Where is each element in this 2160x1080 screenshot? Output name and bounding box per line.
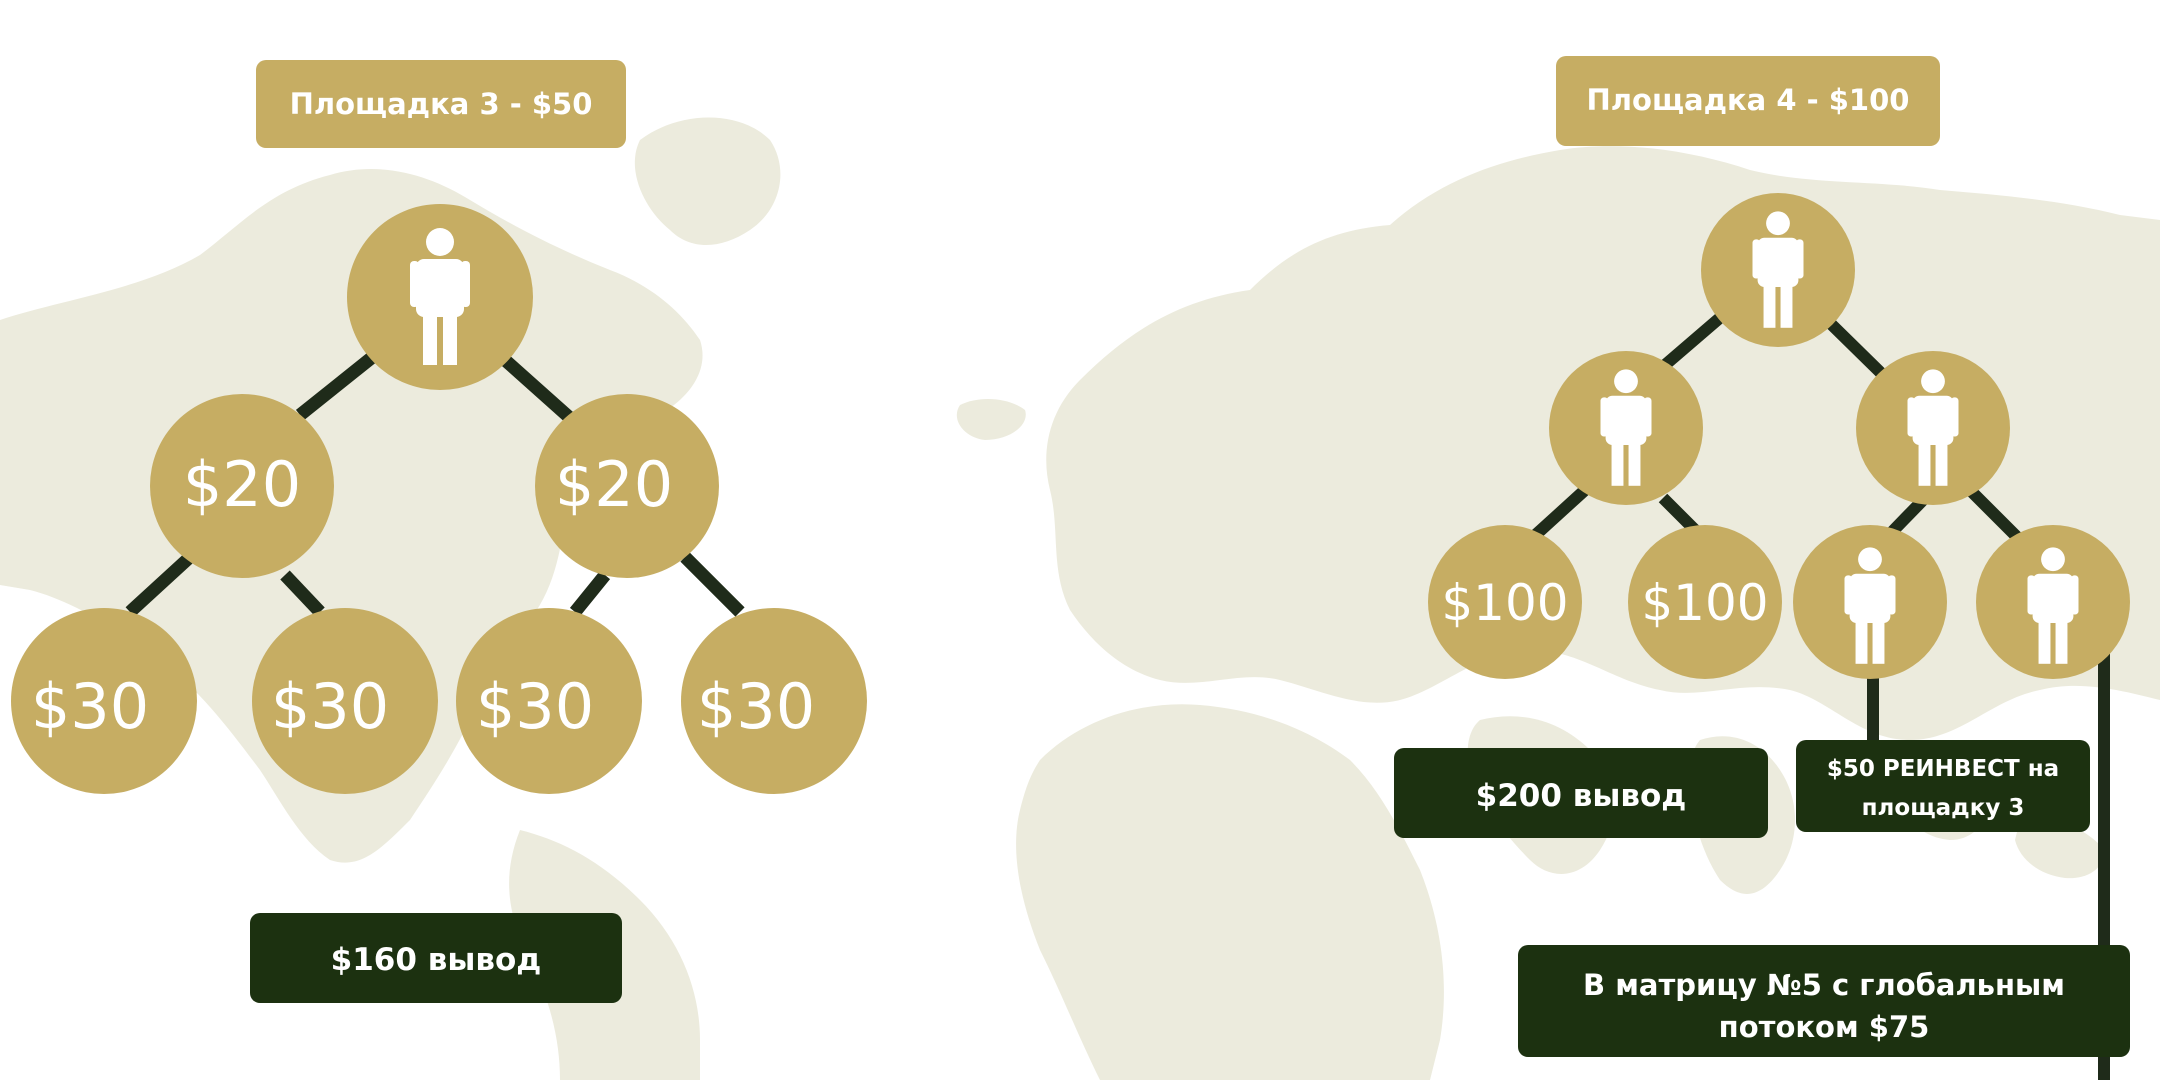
connector <box>569 570 611 617</box>
left-title-tag: Площадка 3 - $50 <box>256 60 626 148</box>
right-title: Площадка 4 - $100 <box>1587 83 1910 117</box>
global-matrix-box: В матрицу №5 с глобальным потоком $75 <box>1518 945 2130 1057</box>
connector <box>1885 493 1930 539</box>
node-value: $100 <box>1641 574 1768 632</box>
global-line-1: В матрицу №5 с глобальным <box>1583 968 2065 1002</box>
reinvest-box: $50 РЕИНВЕСТ на площадку 3 <box>1796 740 2090 832</box>
global-line-2: потоком $75 <box>1719 1010 1930 1044</box>
left-connectors <box>125 349 745 617</box>
person-icon <box>1600 369 1652 486</box>
right-level3-node: $100 <box>1628 525 1782 679</box>
person-icon <box>1844 547 1896 664</box>
right-level3-node <box>1793 525 1947 679</box>
person-icon <box>2027 547 2079 664</box>
right-level3-node: $100 <box>1428 525 1582 679</box>
node-value: $30 <box>31 670 149 743</box>
person-icon <box>1907 369 1959 486</box>
right-withdraw-label: $200 вывод <box>1476 778 1687 814</box>
left-title: Площадка 3 - $50 <box>290 87 593 121</box>
person-icon <box>410 228 470 365</box>
left-level2-node: $20 <box>150 394 334 578</box>
node-value: $30 <box>697 670 815 743</box>
right-level3-node <box>1976 525 2130 679</box>
right-tree: Площадка 4 - $100 <box>1394 56 2130 1080</box>
reinvest-line-1: $50 РЕИНВЕСТ на <box>1827 756 2059 782</box>
reinvest-line-2: площадку 3 <box>1862 795 2025 821</box>
connector <box>1825 318 1888 380</box>
left-level3-node: $30 <box>456 608 642 794</box>
right-withdraw-box: $200 вывод <box>1394 748 1768 838</box>
right-level2-node <box>1856 351 2010 505</box>
person-icon <box>1752 211 1804 328</box>
node-value: $30 <box>271 670 389 743</box>
connector <box>1967 487 2023 543</box>
left-withdraw-label: $160 вывод <box>331 942 542 978</box>
node-value: $20 <box>183 448 301 521</box>
connector <box>295 349 380 421</box>
node-value: $100 <box>1441 574 1568 632</box>
node-value: $30 <box>476 670 594 743</box>
left-level3-node: $30 <box>681 608 867 794</box>
left-level2-node: $20 <box>535 394 719 578</box>
left-level3-node: $30 <box>252 608 438 794</box>
connector <box>1525 485 1590 545</box>
right-title-tag: Площадка 4 - $100 <box>1556 56 1940 146</box>
connector <box>125 552 195 617</box>
right-root-node <box>1701 193 1855 347</box>
left-withdraw-box: $160 вывод <box>250 913 622 1003</box>
left-level3-node: $30 <box>11 608 197 794</box>
node-value: $20 <box>555 448 673 521</box>
right-level2-node <box>1549 351 1703 505</box>
connector <box>500 355 575 423</box>
connector <box>680 552 745 617</box>
left-root-node <box>347 204 533 390</box>
connector <box>1661 311 1726 370</box>
left-tree: Площадка 3 - $50 $20 $20 $30 <box>11 60 867 1003</box>
connector <box>280 570 325 617</box>
